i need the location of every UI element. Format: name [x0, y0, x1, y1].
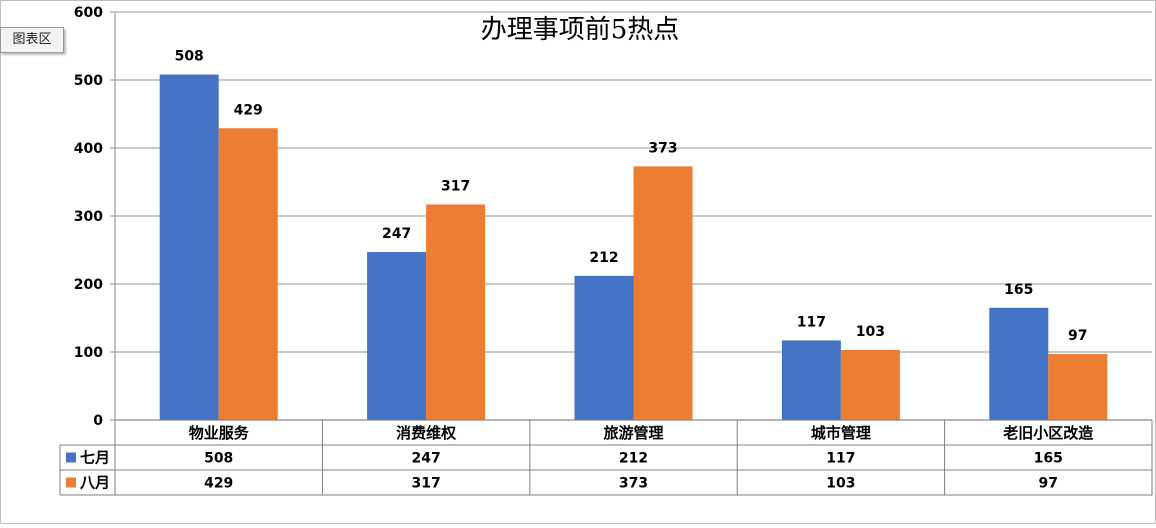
- data-label-七月-消费维权: 247: [382, 226, 411, 242]
- series-label-八月: 八月: [79, 474, 110, 492]
- bar-八月-物业服务: [218, 128, 278, 420]
- bars: [159, 74, 1108, 420]
- table-value-七月-老旧小区改造: 165: [1034, 451, 1063, 467]
- y-tick-label-300: 300: [74, 209, 103, 225]
- y-axis: 0 100 200 300 400 500 600: [74, 5, 116, 429]
- table-value-七月-消费维权: 247: [411, 451, 440, 467]
- legend-key-七月: [66, 452, 76, 463]
- table-value-七月-城市管理: 117: [826, 451, 855, 467]
- y-tick-label-600: 600: [74, 5, 103, 21]
- data-label-七月-旅游管理: 212: [589, 250, 618, 266]
- table-value-八月-旅游管理: 373: [619, 476, 648, 492]
- data-label-七月-老旧小区改造: 165: [1004, 282, 1033, 298]
- bar-八月-老旧小区改造: [1048, 354, 1108, 420]
- table-value-八月-物业服务: 429: [204, 476, 233, 492]
- bar-七月-旅游管理: [574, 275, 634, 420]
- y-tick-label-100: 100: [74, 345, 103, 361]
- category-label-城市管理: 城市管理: [811, 424, 871, 442]
- bar-八月-消费维权: [426, 204, 486, 420]
- table-value-八月-老旧小区改造: 97: [1039, 476, 1058, 492]
- table-value-八月-消费维权: 317: [411, 476, 440, 492]
- y-tick-label-200: 200: [74, 277, 103, 293]
- data-label-八月-消费维权: 317: [441, 178, 470, 194]
- table-value-七月-旅游管理: 212: [619, 451, 648, 467]
- category-label-物业服务: 物业服务: [189, 424, 250, 442]
- legend-key-八月: [66, 477, 76, 488]
- y-tick-label-0: 0: [93, 413, 103, 429]
- data-label-八月-老旧小区改造: 97: [1068, 328, 1087, 344]
- bar-八月-旅游管理: [633, 166, 693, 420]
- data-label-七月-城市管理: 117: [797, 314, 826, 330]
- bar-八月-城市管理: [840, 349, 900, 420]
- y-tick-label-500: 500: [74, 73, 103, 89]
- data-label-七月-物业服务: 508: [175, 49, 204, 65]
- data-labels: 508 247 212 117 165 429 317 373 103 97: [175, 49, 1088, 344]
- chart-area-tag: 图表区: [0, 27, 64, 53]
- category-label-老旧小区改造: 老旧小区改造: [1002, 424, 1093, 442]
- series-label-七月: 七月: [80, 449, 110, 467]
- bar-七月-消费维权: [367, 252, 427, 420]
- data-label-八月-旅游管理: 373: [648, 140, 677, 156]
- bar-七月-老旧小区改造: [989, 307, 1049, 420]
- category-label-旅游管理: 旅游管理: [603, 424, 663, 442]
- data-label-八月-物业服务: 429: [234, 102, 263, 118]
- bar-七月-城市管理: [781, 340, 841, 420]
- y-tick-label-400: 400: [74, 141, 103, 157]
- table-value-七月-物业服务: 508: [204, 451, 233, 467]
- bar-七月-物业服务: [159, 74, 219, 420]
- data-label-八月-城市管理: 103: [856, 324, 885, 340]
- table-value-八月-城市管理: 103: [826, 476, 855, 492]
- chart-title: 办理事项前5热点: [481, 15, 680, 45]
- category-label-消费维权: 消费维权: [396, 424, 457, 442]
